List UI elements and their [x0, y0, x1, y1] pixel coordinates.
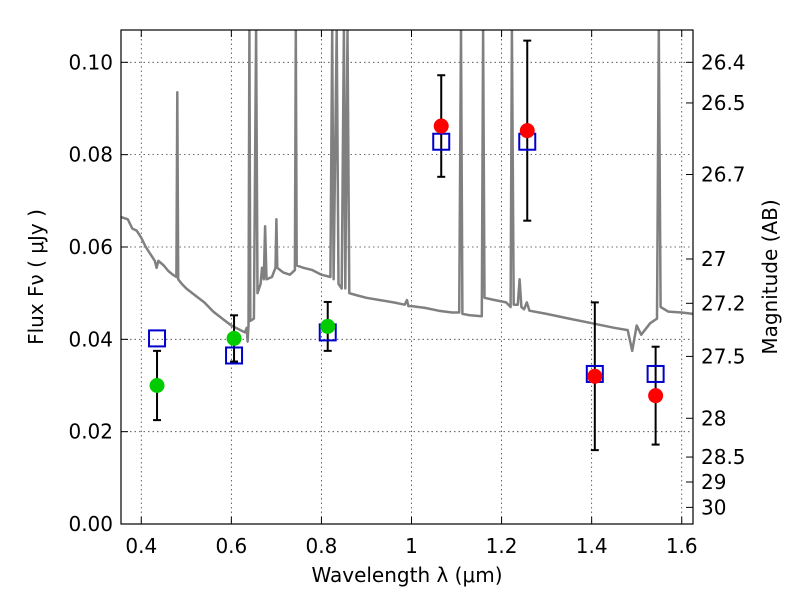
- right-tick-label: 27.5: [701, 344, 746, 368]
- y-axis-label: Flux Fν ( μJy ): [24, 209, 48, 345]
- right-tick-label: 30: [701, 495, 726, 519]
- x-tick-label: 0.8: [306, 534, 338, 558]
- x-tick-label: 1.2: [486, 534, 518, 558]
- y-tick-label: 0.02: [68, 420, 113, 444]
- right-axis-label: Magnitude (AB): [758, 199, 782, 354]
- x-axis-label: Wavelength λ (μm): [311, 563, 502, 587]
- axis-ticks: 0.4 0.6 0.8 1 1.2 1.4 1.6 0.00 0.02 0.04 0.06 0.08 0…: [68, 30, 746, 558]
- right-tick-label: 28: [701, 406, 726, 430]
- x-tick-label: 1: [405, 534, 418, 558]
- model-spectrum: [121, 30, 693, 353]
- data-markers: [148, 118, 665, 404]
- spectrum-line: [121, 30, 693, 353]
- observed-circle-marker: [587, 368, 603, 384]
- plot-background: [121, 30, 693, 524]
- x-tick-label: 1.6: [666, 534, 698, 558]
- y-tick-label: 0.00: [68, 512, 113, 536]
- y-tick-label: 0.04: [68, 327, 113, 351]
- y-tick-label: 0.06: [68, 235, 113, 259]
- observed-circle-marker: [149, 377, 165, 393]
- plot-frame: [120, 29, 694, 525]
- model-square-marker: [225, 346, 244, 365]
- observed-circle-marker: [320, 318, 336, 334]
- observed-circle-marker: [648, 388, 664, 404]
- x-tick-label: 0.4: [125, 534, 157, 558]
- error-bars: [153, 39, 660, 452]
- model-square-marker: [646, 364, 665, 383]
- model-square-marker: [148, 329, 167, 348]
- y-tick-label: 0.08: [68, 143, 113, 167]
- x-tick-label: 0.6: [215, 534, 247, 558]
- model-square-marker: [432, 132, 451, 151]
- right-tick-label: 29: [701, 470, 726, 494]
- observed-circle-marker: [226, 330, 242, 346]
- right-tick-label: 27: [701, 247, 726, 271]
- right-tick-label: 28.5: [701, 445, 746, 469]
- x-tick-label: 1.4: [576, 534, 608, 558]
- observed-circle-marker: [519, 123, 535, 139]
- right-tick-label: 26.5: [701, 91, 746, 115]
- right-tick-label: 27.2: [701, 291, 746, 315]
- right-tick-label: 26.7: [701, 163, 746, 187]
- right-tick-label: 26.4: [701, 50, 746, 74]
- y-tick-label: 0.10: [68, 50, 113, 74]
- observed-circle-marker: [433, 118, 449, 134]
